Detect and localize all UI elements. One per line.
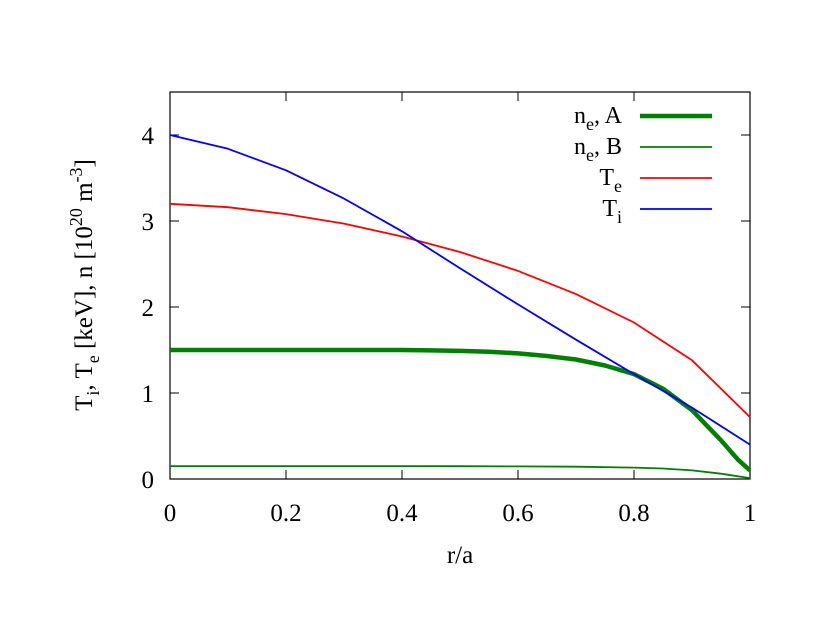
y-axis-label: Ti, Te [keV], n [1020 m-3] — [66, 159, 103, 411]
y-tick-label: 2 — [142, 295, 155, 322]
y-tick-label: 3 — [142, 209, 155, 236]
legend-label-t-i: Ti — [602, 196, 622, 227]
series-lines — [169, 134, 752, 479]
x-axis-label: r/a — [447, 542, 473, 569]
y-tick-label: 4 — [142, 123, 155, 150]
series-line-t-e — [169, 202, 751, 418]
x-tick-label: 0.8 — [618, 500, 649, 527]
tick-labels: 0 0.2 0.4 0.6 0.8 1 0 1 2 3 4 — [142, 123, 757, 527]
tick-marks — [169, 92, 751, 480]
series-line-n-e-b — [170, 465, 751, 479]
series-line-t-i — [169, 134, 751, 446]
legend-label-n-e-b: ne, B — [574, 134, 622, 165]
x-tick-label: 0.4 — [386, 500, 418, 527]
series-line-n-e-a — [170, 347, 752, 473]
x-tick-label: 0 — [164, 500, 177, 527]
legend-label-t-e: Te — [599, 165, 622, 196]
x-tick-label: 0.6 — [502, 500, 533, 527]
y-tick-label: 0 — [142, 467, 155, 494]
x-tick-label: 1 — [744, 500, 757, 527]
legend-label-n-e-a: ne, A — [574, 103, 623, 134]
plot-frame — [169, 91, 751, 480]
x-tick-label: 0.2 — [270, 500, 301, 527]
y-tick-label: 1 — [142, 381, 155, 408]
